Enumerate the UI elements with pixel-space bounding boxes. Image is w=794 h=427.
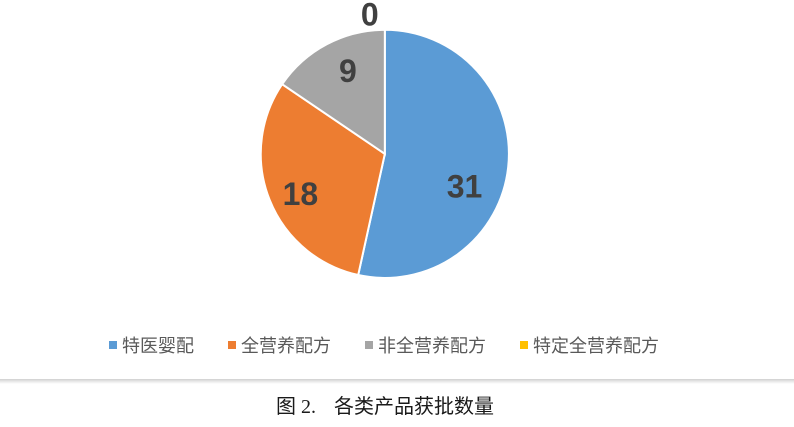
svg-text:18: 18 bbox=[283, 176, 319, 212]
svg-text:0: 0 bbox=[361, 0, 379, 32]
svg-text:9: 9 bbox=[339, 53, 357, 89]
svg-text:31: 31 bbox=[447, 169, 483, 205]
